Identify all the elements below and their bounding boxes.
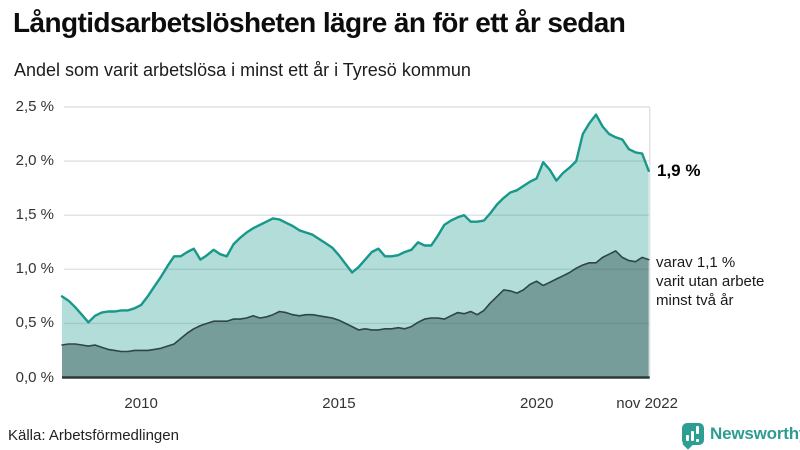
y-tick-label: 1,5 % [15, 206, 54, 224]
end-value-label: 1,9 % [657, 161, 701, 180]
area-fill [62, 250, 649, 378]
series-line [61, 250, 650, 353]
x-tick-label: nov 2022 [616, 395, 678, 412]
newsworthy-logo: Newsworthy [682, 423, 800, 445]
y-tick-label: 0,5 % [15, 314, 54, 332]
x-tick-label: 2010 [124, 395, 158, 412]
area-fill [62, 114, 649, 378]
chart-subtitle: Andel som varit arbetslösa i minst ett å… [14, 60, 471, 80]
annotation-line: varit utan arbete [656, 273, 765, 290]
page-title: Långtidsarbetslösheten lägre än för ett … [13, 7, 626, 38]
bar-chart-glyph [682, 423, 704, 445]
y-tick-label: 0,0 % [15, 368, 54, 386]
newsworthy-icon [682, 423, 704, 445]
annotation-line: varav 1,1 % [656, 254, 736, 271]
series2-annotation: varav 1,1 % varit utan arbete minst två … [656, 253, 764, 310]
brand-name: Newsworthy [710, 424, 800, 443]
y-tick-label: 2,5 % [15, 98, 54, 115]
x-tick-label: 2020 [520, 395, 554, 412]
annotation-line: minst två år [656, 292, 734, 309]
x-tick-label: 2015 [322, 395, 356, 412]
series-line [60, 113, 650, 324]
source-label: Källa: Arbetsförmedlingen [8, 427, 179, 444]
y-tick-label: 1,0 % [15, 260, 54, 278]
y-tick-label: 2,0 % [15, 152, 54, 170]
